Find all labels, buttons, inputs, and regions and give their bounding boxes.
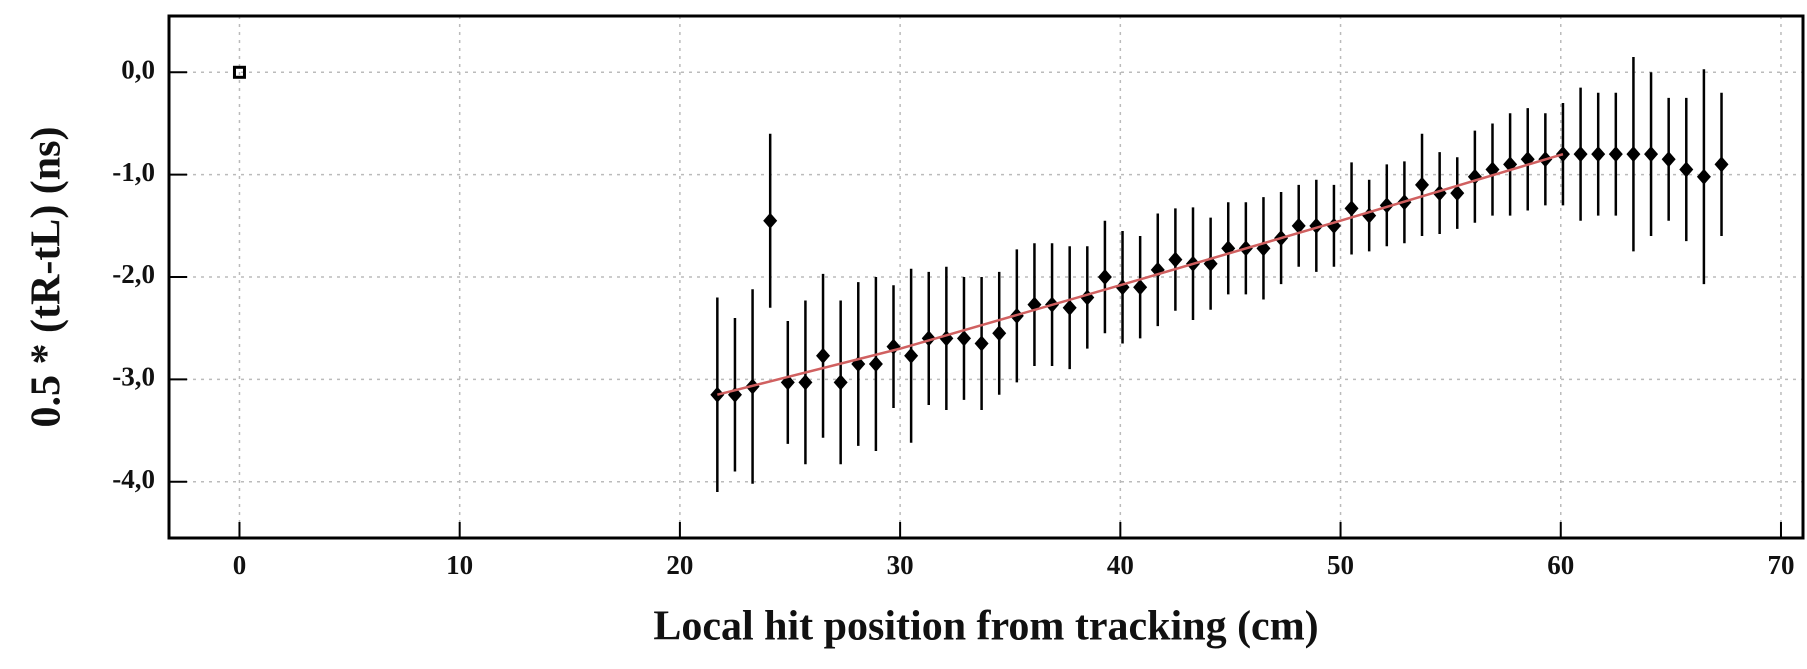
- marker: [1291, 217, 1306, 234]
- y-tick-label: 0,0: [121, 54, 155, 84]
- marker: [1080, 289, 1095, 306]
- marker: [904, 347, 919, 364]
- marker: [1591, 146, 1606, 163]
- marker: [1696, 168, 1711, 185]
- x-axis-label: Local hit position from tracking (cm): [653, 604, 1318, 650]
- marker: [833, 374, 848, 391]
- marker: [868, 356, 883, 372]
- y-tick-label: -4,0: [112, 464, 155, 494]
- y-tick-label: -2,0: [112, 259, 155, 289]
- marker: [956, 330, 971, 347]
- marker: [763, 212, 778, 229]
- marker: [816, 347, 831, 364]
- x-tick-label: 0: [233, 550, 247, 580]
- marker: [1062, 299, 1077, 316]
- marker: [1644, 146, 1659, 163]
- marker: [1221, 240, 1236, 257]
- marker: [798, 374, 813, 391]
- marker: [992, 325, 1007, 342]
- marker: [1168, 251, 1183, 268]
- x-tick-label: 60: [1547, 550, 1574, 580]
- x-tick-label: 10: [446, 550, 473, 580]
- marker: [1379, 197, 1394, 214]
- x-tick-label: 70: [1767, 550, 1794, 580]
- y-axis-label: 0.5 * (tR-tL) (ns): [24, 127, 70, 428]
- marker: [1133, 279, 1148, 296]
- y-tick-label: -1,0: [112, 157, 155, 187]
- x-tick-label: 50: [1327, 550, 1354, 580]
- y-tick-label: -3,0: [112, 362, 155, 392]
- marker: [232, 65, 246, 79]
- marker: [1097, 269, 1112, 285]
- plot-frame: [167, 14, 1805, 540]
- x-tick-label: 30: [887, 550, 914, 580]
- marker: [1573, 146, 1588, 163]
- x-tick-label: 20: [666, 550, 693, 580]
- marker: [1415, 176, 1430, 193]
- fit-line: [717, 152, 1564, 396]
- marker: [1661, 151, 1676, 168]
- marker: [1679, 161, 1694, 178]
- marker: [974, 335, 989, 352]
- marker: [1344, 200, 1359, 217]
- marker: [1714, 156, 1729, 173]
- x-tick-label: 40: [1107, 550, 1134, 580]
- marker: [1608, 146, 1623, 163]
- marker: [1450, 185, 1465, 202]
- marker: [1626, 146, 1641, 163]
